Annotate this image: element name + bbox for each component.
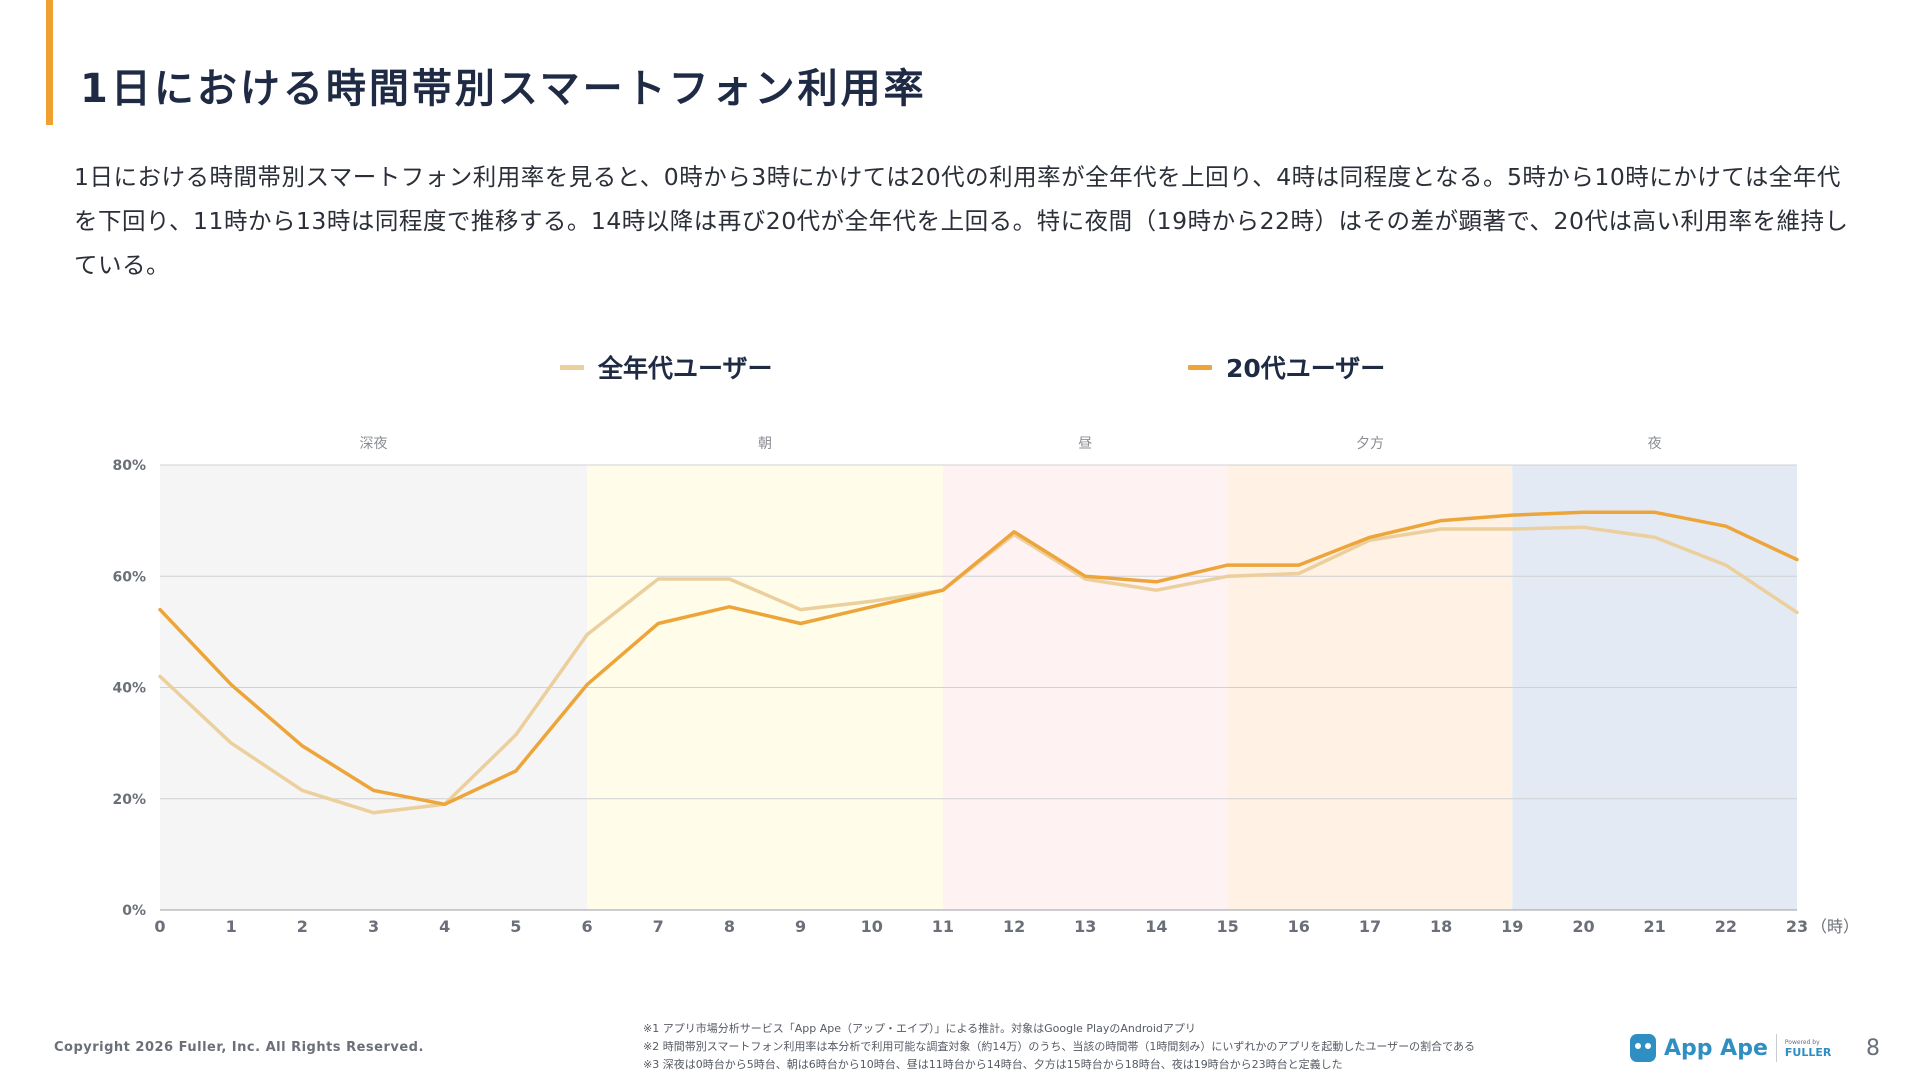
x-tick-label-10: 10 <box>861 917 883 936</box>
x-tick-label-22: 22 <box>1715 917 1737 936</box>
y-tick-label-1: 20% <box>112 792 146 808</box>
copyright-text: Copyright 2026 Fuller, Inc. All Rights R… <box>54 1040 424 1055</box>
app-ape-monkey-icon <box>1630 1034 1656 1062</box>
legend-label-all-ages: 全年代ユーザー <box>598 354 773 383</box>
time-band-label-4: 夜 <box>1648 436 1662 452</box>
x-tick-label-5: 5 <box>510 917 521 936</box>
time-band-label-2: 昼 <box>1078 436 1092 452</box>
footnote-2: ※2 時間帯別スマートフォン利用率は本分析で利用可能な調査対象（約14万）のうち… <box>643 1040 1476 1053</box>
x-tick-label-0: 0 <box>154 917 165 936</box>
page-number: 8 <box>1866 1036 1880 1061</box>
x-tick-label-3: 3 <box>368 917 379 936</box>
x-tick-label-7: 7 <box>653 917 664 936</box>
powered-by-text: Powered by <box>1784 1039 1820 1046</box>
y-tick-label-2: 40% <box>112 681 146 697</box>
y-tick-label-0: 0% <box>122 903 146 919</box>
x-tick-label-9: 9 <box>795 917 806 936</box>
time-band-label-1: 朝 <box>758 436 772 452</box>
powered-by-fuller: Powered by FULLER <box>1785 1038 1831 1058</box>
legend-item-all-ages: 全年代ユーザー <box>560 352 773 383</box>
x-tick-label-2: 2 <box>297 917 308 936</box>
x-tick-label-4: 4 <box>439 917 450 936</box>
title-accent-bar <box>46 0 53 125</box>
x-tick-label-11: 11 <box>932 917 954 936</box>
legend-label-twenties: 20代ユーザー <box>1226 354 1386 383</box>
x-tick-label-17: 17 <box>1359 917 1381 936</box>
x-tick-label-18: 18 <box>1430 917 1452 936</box>
time-band-label-0: 深夜 <box>360 436 388 452</box>
x-tick-label-16: 16 <box>1288 917 1310 936</box>
legend-swatch-twenties <box>1188 364 1212 370</box>
x-tick-label-21: 21 <box>1644 917 1666 936</box>
footnote-1: ※1 アプリ市場分析サービス「App Ape（アップ・エイプ）」による推計。対象… <box>643 1022 1196 1035</box>
description-text: 1日における時間帯別スマートフォン利用率を見ると、0時から3時にかけては20代の… <box>74 163 1849 279</box>
x-tick-label-14: 14 <box>1145 917 1167 936</box>
x-tick-label-19: 19 <box>1501 917 1523 936</box>
x-tick-label-15: 15 <box>1216 917 1238 936</box>
y-tick-label-4: 80% <box>112 458 146 474</box>
x-tick-label-23: 23 <box>1786 917 1808 936</box>
series-line-1 <box>158 510 1799 807</box>
app-ape-logo: App Ape Powered by FULLER <box>1630 1030 1831 1066</box>
line-chart: 深夜朝昼夕方 夜0%20%40%60%80%0 1 2 3 4 5 6 7 8 9 10 11 12 13 1… <box>112 436 1859 936</box>
logo-separator <box>1775 1034 1777 1062</box>
legend-item-twenties: 20代ユーザー <box>1188 352 1386 383</box>
x-tick-label-1: 1 <box>226 917 237 936</box>
x-tick-label-8: 8 <box>724 917 735 936</box>
footnote-3: ※3 深夜は0時台から5時台、朝は6時台から10時台、昼は11時台から14時台、… <box>643 1058 1343 1071</box>
series-layer <box>158 510 1799 815</box>
x-tick-label-6: 6 <box>581 917 592 936</box>
x-tick-label-13: 13 <box>1074 917 1096 936</box>
x-tick-label-20: 20 <box>1572 917 1594 936</box>
logo-text: App Ape <box>1664 1035 1768 1061</box>
legend-swatch-all-ages <box>560 364 584 370</box>
fuller-brand-text: FULLER <box>1784 1046 1832 1059</box>
grid-layer <box>160 464 1797 911</box>
axis-label-layer: 深夜朝昼夕方 夜0%20%40%60%80%0 1 2 3 4 5 6 7 8 9 10 11 12 13 1… <box>112 436 1859 936</box>
x-axis-unit: （時） <box>1811 917 1859 936</box>
page-title: 1日における時間帯別スマートフォン利用率 <box>80 66 927 112</box>
footnotes: ※1 アプリ市場分析サービス「App Ape（アップ・エイプ）」による推計。対象… <box>643 1020 1475 1074</box>
x-tick-label-12: 12 <box>1003 917 1025 936</box>
y-tick-label-3: 60% <box>112 569 146 585</box>
time-band-label-3: 夕方 <box>1356 436 1384 452</box>
